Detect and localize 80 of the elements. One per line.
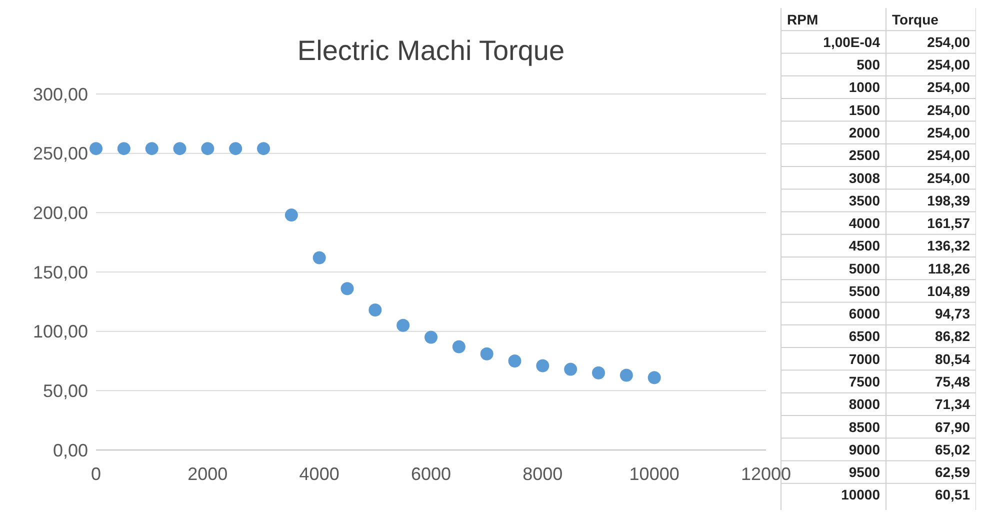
text: 2500 <box>848 147 880 164</box>
text: 8000 <box>848 396 880 412</box>
text: 6500 <box>848 328 880 344</box>
point <box>396 318 410 332</box>
y-tick-label: 200,00 <box>32 202 88 223</box>
text: 254,00 <box>927 102 970 118</box>
text: 254,00 <box>927 56 970 73</box>
point <box>145 142 158 156</box>
text: 198,39 <box>927 192 970 208</box>
text: 161,57 <box>927 215 970 232</box>
point <box>592 366 605 380</box>
point <box>648 371 661 384</box>
text: 62,59 <box>934 464 970 480</box>
text: 4000 <box>848 215 880 232</box>
point <box>368 303 382 316</box>
point <box>452 340 466 354</box>
x-tick-label: 8000 <box>522 464 563 484</box>
point <box>340 282 354 296</box>
text: 254,00 <box>927 34 970 50</box>
text: 1,00E-04 <box>823 34 880 50</box>
point <box>312 251 326 264</box>
y-tick-label: 0,00 <box>52 440 88 460</box>
x-tick-label: 0 <box>90 464 102 484</box>
text: 10000 <box>841 486 880 503</box>
text: 3500 <box>848 192 880 208</box>
text: 7500 <box>848 373 880 390</box>
text: 9000 <box>848 441 880 458</box>
y-tick-label: 100,00 <box>32 322 88 342</box>
point <box>480 347 494 360</box>
point <box>201 142 214 156</box>
text: 80,54 <box>934 350 970 367</box>
text: 1500 <box>848 102 880 118</box>
point <box>508 354 522 368</box>
y-tick-label: 250,00 <box>32 144 88 164</box>
point <box>620 368 633 382</box>
point <box>564 362 578 376</box>
text: 6000 <box>848 306 880 322</box>
y-tick-label: 50,00 <box>42 380 88 401</box>
text: 60,51 <box>934 486 970 503</box>
text: 86,82 <box>934 328 970 344</box>
text: 118,26 <box>928 260 970 276</box>
x-tick-label: 6000 <box>410 464 452 484</box>
text: 5000 <box>848 260 880 276</box>
text: 4500 <box>848 238 880 254</box>
point <box>229 142 242 156</box>
text: 8500 <box>848 418 880 435</box>
text: 254,00 <box>927 170 970 186</box>
text: 5500 <box>848 282 880 299</box>
y-tick-label: 150,00 <box>32 262 88 282</box>
text: 94,73 <box>934 306 970 322</box>
text: 9500 <box>848 464 880 480</box>
text: 500 <box>856 56 880 73</box>
text: 254,00 <box>927 79 970 96</box>
point <box>284 208 298 222</box>
text: 1000 <box>848 79 880 96</box>
text: 3008 <box>848 170 880 186</box>
text: 254,00 <box>927 124 970 140</box>
x-tick-label: 4000 <box>299 464 340 484</box>
text: 104,89 <box>927 282 970 299</box>
x-tick-label: 2000 <box>188 464 228 484</box>
point <box>173 142 186 156</box>
text: 67,90 <box>934 418 970 435</box>
text: 65,02 <box>934 441 970 458</box>
text: 71,34 <box>934 396 970 412</box>
text: 136,32 <box>927 238 970 254</box>
point <box>257 142 270 156</box>
point <box>117 142 130 156</box>
point <box>424 330 438 344</box>
chart-title: Electric Machi Torque <box>297 35 565 66</box>
text: 7000 <box>848 350 880 367</box>
text: Torque <box>892 11 939 28</box>
text: RPM <box>787 11 818 28</box>
point <box>536 359 550 372</box>
text: 75,48 <box>934 373 970 390</box>
x-tick-label: 10000 <box>629 464 680 484</box>
y-tick-label: 300,00 <box>32 84 88 104</box>
x-tick-label: 12000 <box>740 464 792 484</box>
text: 254,00 <box>927 147 970 164</box>
text: 2000 <box>848 124 880 140</box>
point <box>90 142 102 156</box>
